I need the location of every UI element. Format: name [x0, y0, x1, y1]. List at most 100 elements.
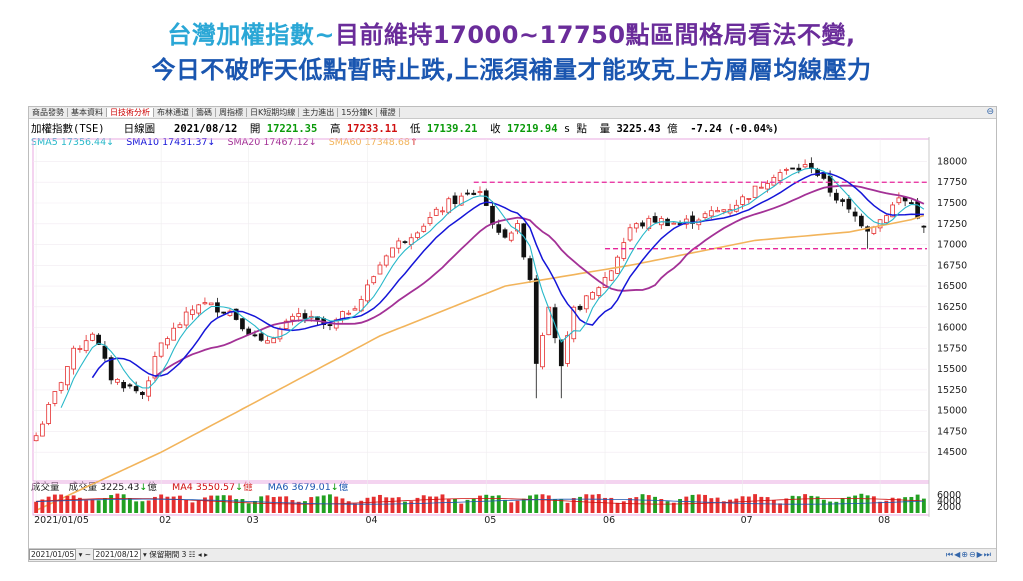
volume-bar [215, 495, 220, 513]
tab-7[interactable]: 主力進出 [299, 108, 339, 117]
quote-high-label: 高 [329, 123, 341, 135]
grid-icon[interactable]: ☷ [188, 550, 196, 559]
candle-body [33, 435, 39, 442]
volume-bar [821, 499, 826, 513]
candle-body [421, 225, 427, 232]
candle-body [440, 210, 445, 213]
candle-body [802, 164, 808, 168]
ma6-legend: MA6 3679.01↓億 [267, 482, 349, 493]
volume-bar [346, 501, 351, 513]
candle-body [302, 313, 308, 319]
candle-body [702, 213, 708, 218]
volume-bar [371, 496, 376, 513]
y-tick-label: 17000 [937, 240, 967, 251]
volume-bar [490, 495, 495, 513]
volume-bar [221, 495, 226, 513]
volume-bar [90, 499, 95, 513]
candle-body [783, 168, 789, 171]
volume-bar [46, 496, 51, 513]
tab-6[interactable]: 日K短期均線 [247, 108, 300, 117]
quote-open-label: 開 [249, 123, 261, 135]
vol-value: 3225.43 [100, 482, 140, 493]
candle-body [296, 313, 302, 318]
y-tick-label: 16500 [937, 281, 967, 292]
tab-4[interactable]: 籌碼 [193, 108, 216, 117]
end-date-select[interactable]: 2021/08/12 [93, 549, 141, 560]
tab-8[interactable]: 15分鐘K [338, 108, 377, 117]
volume-bar [703, 494, 708, 513]
candle-body [133, 386, 139, 392]
candle-body [365, 284, 370, 302]
candle-body [552, 307, 558, 339]
volume-bar [171, 496, 176, 513]
x-tick-label: 05 [484, 515, 496, 526]
candle-body [646, 217, 652, 230]
candle-body [765, 183, 770, 190]
quote-unit: 億 [667, 123, 678, 135]
tab-9[interactable]: 權證 [376, 108, 400, 117]
volume-bar [634, 497, 639, 513]
quote-high: 17233.11 [346, 123, 398, 135]
candle-body [752, 185, 758, 198]
candle-body [790, 167, 795, 170]
volume-bar [146, 500, 151, 513]
volume-bar [553, 499, 557, 513]
volume-bar [209, 495, 214, 513]
zoom-out-icon: ⊖ [968, 550, 977, 559]
candle-body [77, 348, 83, 350]
candle-body [396, 240, 402, 249]
volume-bar [840, 498, 845, 513]
headline-line1: 台灣加權指數~目前維持17000~17750點區間格局看法不變, [0, 20, 1023, 50]
volume-bar [240, 499, 245, 513]
candle-body [796, 167, 802, 171]
volume-bar [271, 497, 276, 513]
candle-body [840, 199, 845, 202]
candle-body [71, 347, 76, 370]
candle-body [508, 232, 514, 241]
volume-bar [865, 495, 870, 513]
sma5-line [60, 167, 925, 408]
volume-bar [428, 496, 432, 513]
candle-body [671, 222, 677, 225]
x-tick-label: 04 [365, 515, 377, 526]
nav-buttons[interactable]: ⏮◀⊕⊖▶⏭ [946, 550, 992, 560]
quote-open: 17221.35 [266, 123, 318, 135]
candle-body [83, 340, 89, 352]
keep-value[interactable]: 3 [181, 550, 187, 559]
candle-body [652, 216, 658, 223]
candle-body [452, 195, 458, 205]
volume-bar [396, 497, 401, 513]
volume-bar [77, 497, 82, 513]
tab-5[interactable]: 周指標 [216, 108, 247, 117]
volume-bar [384, 497, 389, 513]
quote-s-label: s 點 [563, 123, 587, 135]
tab-2[interactable]: 日技術分析 [107, 108, 154, 117]
candle-body [340, 311, 345, 320]
candle-body [633, 223, 639, 229]
volume-bar [728, 499, 733, 513]
zoom-icon[interactable]: ⊖ [986, 107, 994, 117]
volume-bar [503, 499, 507, 513]
sma20-line [154, 184, 925, 378]
candle-body [165, 338, 170, 346]
volume-bar [478, 495, 482, 513]
start-date-select[interactable]: 2021/01/05 [29, 549, 77, 560]
volume-bar [278, 496, 282, 513]
candle-body [52, 391, 58, 404]
next-icon: ▶ [976, 550, 984, 559]
tab-3[interactable]: 布林通道 [154, 108, 193, 117]
tab-0[interactable]: 商品發勢 [29, 108, 68, 117]
volume-bar [446, 499, 451, 513]
scroll-left-icon[interactable]: ◂ [197, 550, 202, 559]
volume-bar [515, 500, 520, 513]
quote-period: 日線圖 [123, 123, 156, 135]
candle-body [890, 204, 895, 218]
volume-bar [440, 494, 445, 513]
scroll-right-icon[interactable]: ▸ [204, 550, 208, 559]
volume-bar [653, 496, 657, 513]
volume-bar [659, 498, 664, 513]
tab-1[interactable]: 基本資料 [68, 108, 107, 117]
candle-body [740, 196, 745, 205]
candle-body [202, 302, 208, 305]
zoom-in-icon: ⊕ [961, 550, 969, 559]
